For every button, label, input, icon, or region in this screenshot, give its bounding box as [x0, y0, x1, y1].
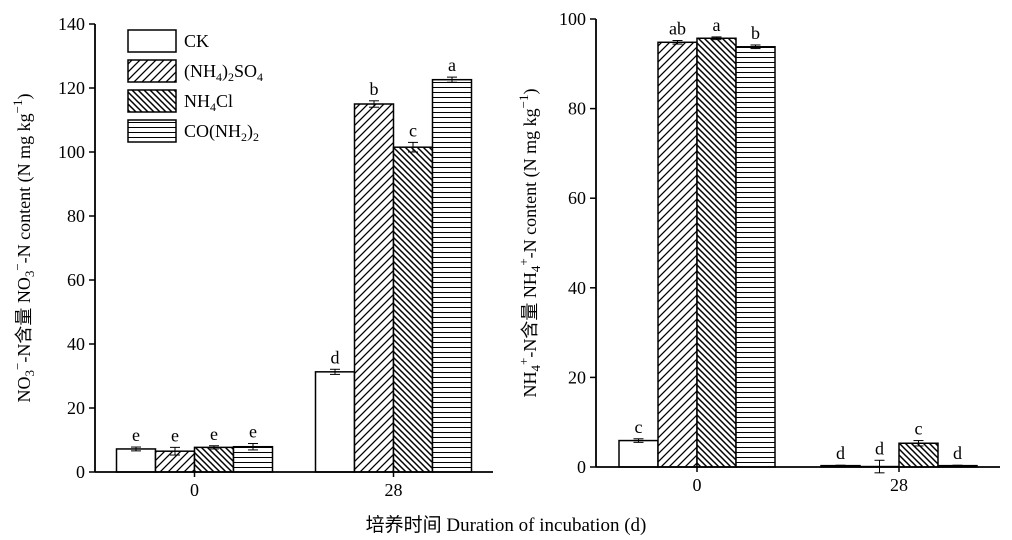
significance-letter: e — [132, 425, 140, 445]
bar — [735, 46, 776, 468]
legend: CK (NH4)2SO4 NH4Cl CO(NH2)2 — [127, 29, 263, 144]
legend-label: (NH4)2SO4 — [184, 61, 263, 84]
y-tick-label: 100 — [559, 9, 586, 29]
legend-label: CK — [184, 31, 209, 51]
y-tick-label: 40 — [67, 334, 85, 354]
y-tick-label: 20 — [568, 367, 586, 387]
legend-swatch — [127, 59, 177, 83]
x-tick-label: 28 — [385, 480, 403, 500]
legend-swatch — [127, 29, 177, 53]
nitrate-chart: e e e e 0 d b c a 28 0 20 40 60 80 100 120 140 NO3−-N含量 NO… — [10, 14, 493, 500]
significance-letter: d — [331, 347, 340, 367]
y-tick-label: 40 — [568, 278, 586, 298]
bar — [314, 371, 356, 473]
bar — [232, 445, 274, 473]
y-tick-label: 140 — [58, 14, 85, 34]
y-tick-label: 80 — [568, 99, 586, 119]
legend-label: NH4Cl — [184, 91, 233, 114]
significance-letter: e — [210, 424, 218, 444]
bar — [115, 448, 157, 473]
legend-swatch — [127, 119, 177, 143]
y-tick-label: 0 — [76, 462, 85, 482]
y-axis-label: NH4+-N含量 NH4+-N content (N mg kg−1) — [516, 89, 543, 398]
x-tick-label: 28 — [890, 475, 908, 495]
significance-letter: d — [836, 443, 845, 463]
legend-swatch — [127, 89, 177, 113]
significance-letter: d — [953, 443, 962, 463]
legend-label: CO(NH2)2 — [184, 121, 259, 144]
bar — [696, 37, 737, 468]
significance-letter: b — [370, 79, 379, 99]
significance-letter: c — [635, 417, 643, 437]
y-tick-label: 100 — [58, 142, 85, 162]
y-tick-label: 60 — [67, 270, 85, 290]
significance-letter: e — [249, 422, 257, 442]
significance-letter: e — [171, 425, 179, 445]
x-tick-label: 0 — [693, 475, 702, 495]
significance-letter: c — [409, 120, 417, 140]
significance-letter: a — [448, 55, 456, 75]
y-tick-label: 80 — [67, 206, 85, 226]
bar — [618, 439, 659, 468]
bar — [657, 41, 698, 468]
y-tick-label: 120 — [58, 78, 85, 98]
bar — [431, 78, 473, 473]
y-tick-label: 60 — [568, 188, 586, 208]
bar — [392, 146, 434, 473]
y-tick-label: 0 — [577, 457, 586, 477]
x-tick-label: 0 — [190, 480, 199, 500]
bar — [353, 103, 395, 473]
bar — [193, 446, 235, 473]
significance-letter: b — [751, 23, 760, 43]
y-axis-label: NO3−-N含量 NO3−-N content (N mg kg−1) — [10, 94, 37, 403]
significance-letter: c — [915, 419, 923, 439]
shared-x-axis-label: 培养时间 Duration of incubation (d) — [365, 515, 647, 536]
significance-letter: ab — [669, 19, 686, 39]
significance-letter: a — [713, 15, 721, 35]
y-tick-label: 20 — [67, 398, 85, 418]
significance-letter: d — [875, 438, 884, 458]
bar — [898, 442, 939, 468]
